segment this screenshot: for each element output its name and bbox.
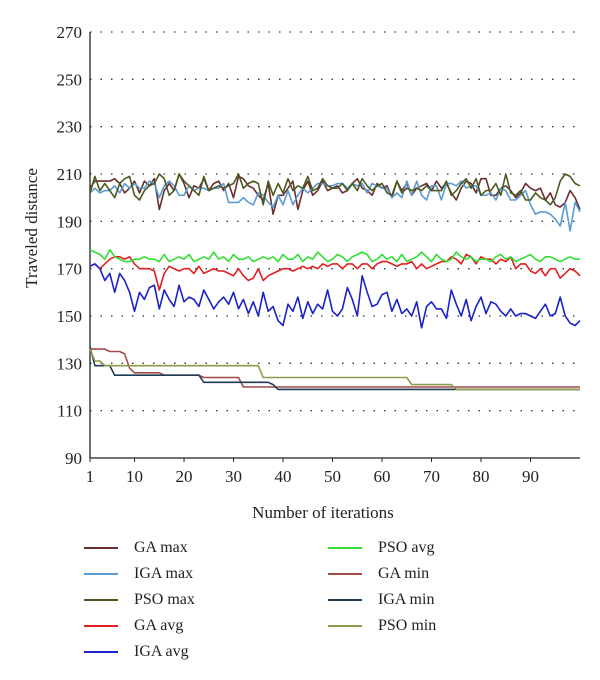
legend-item-pso-avg: PSO avg [328, 536, 434, 560]
legend-swatch [328, 625, 362, 627]
x-tick-label: 50 [324, 467, 341, 486]
legend-label: PSO avg [378, 539, 435, 556]
legend-item-ga-avg: GA avg [84, 614, 183, 638]
x-tick-label: 70 [423, 467, 440, 486]
x-axis-label: Number of iterations [252, 503, 394, 522]
legend-item-pso-max: PSO max [84, 588, 195, 612]
series-iga-min [89, 346, 580, 391]
y-tick-label: 190 [57, 212, 83, 231]
legend-label: IGA min [378, 591, 435, 608]
legend-item-ga-min: GA min [328, 562, 429, 586]
y-tick-label: 170 [57, 260, 83, 279]
y-tick-label: 210 [57, 165, 83, 184]
series-pso-max [89, 173, 581, 206]
x-tick-label: 60 [374, 467, 391, 486]
legend-swatch [84, 599, 118, 601]
y-tick-label: 230 [57, 118, 83, 137]
legend-swatch [328, 547, 362, 549]
y-tick-label: 90 [65, 449, 82, 468]
legend-swatch [328, 599, 362, 601]
legend-label: GA max [134, 539, 188, 556]
x-tick-label: 90 [522, 467, 539, 486]
legend-swatch [328, 573, 362, 575]
legend-item-ga-max: GA max [84, 536, 188, 560]
x-tick-label: 1 [86, 467, 95, 486]
legend-label: IGA avg [134, 643, 189, 660]
x-tick-label: 80 [473, 467, 490, 486]
legend-swatch [84, 651, 118, 653]
legend-swatch [84, 547, 118, 549]
axes [89, 32, 580, 462]
legend-item-iga-avg: IGA avg [84, 640, 189, 664]
x-tick-label: 10 [126, 467, 143, 486]
legend-label: IGA max [134, 565, 194, 582]
legend-item-iga-max: IGA max [84, 562, 193, 586]
legend-label: GA avg [134, 617, 184, 634]
legend-label: PSO max [134, 591, 195, 608]
y-tick-label: 270 [57, 23, 83, 42]
series-pso-min [89, 348, 580, 391]
legend-item-iga-min: IGA min [328, 588, 434, 612]
series-pso-avg [89, 248, 580, 263]
legend-item-pso-min: PSO min [328, 614, 436, 638]
series-iga-max [89, 180, 581, 232]
legend: GA max IGA max PSO max GA avg IGA avg PSO avg… [84, 536, 564, 666]
gridlines [90, 31, 580, 412]
y-axis-label: Traveled distance [22, 168, 41, 288]
series-ga-max [89, 173, 581, 215]
x-tick-label: 40 [275, 467, 292, 486]
legend-label: GA min [378, 565, 430, 582]
x-tick-label: 30 [225, 467, 242, 486]
y-tick-label: 130 [57, 354, 83, 373]
y-tick-label: 250 [57, 70, 83, 89]
y-tick-label: 110 [57, 402, 82, 421]
series-ga-avg [89, 253, 581, 291]
x-tick-label: 20 [176, 467, 193, 486]
legend-swatch [84, 625, 118, 627]
legend-label: PSO min [378, 617, 437, 634]
legend-swatch [84, 573, 118, 575]
series-iga-avg [89, 263, 581, 329]
y-tick-label: 150 [57, 307, 83, 326]
series-lines [89, 173, 581, 391]
series-ga-min [90, 348, 580, 388]
